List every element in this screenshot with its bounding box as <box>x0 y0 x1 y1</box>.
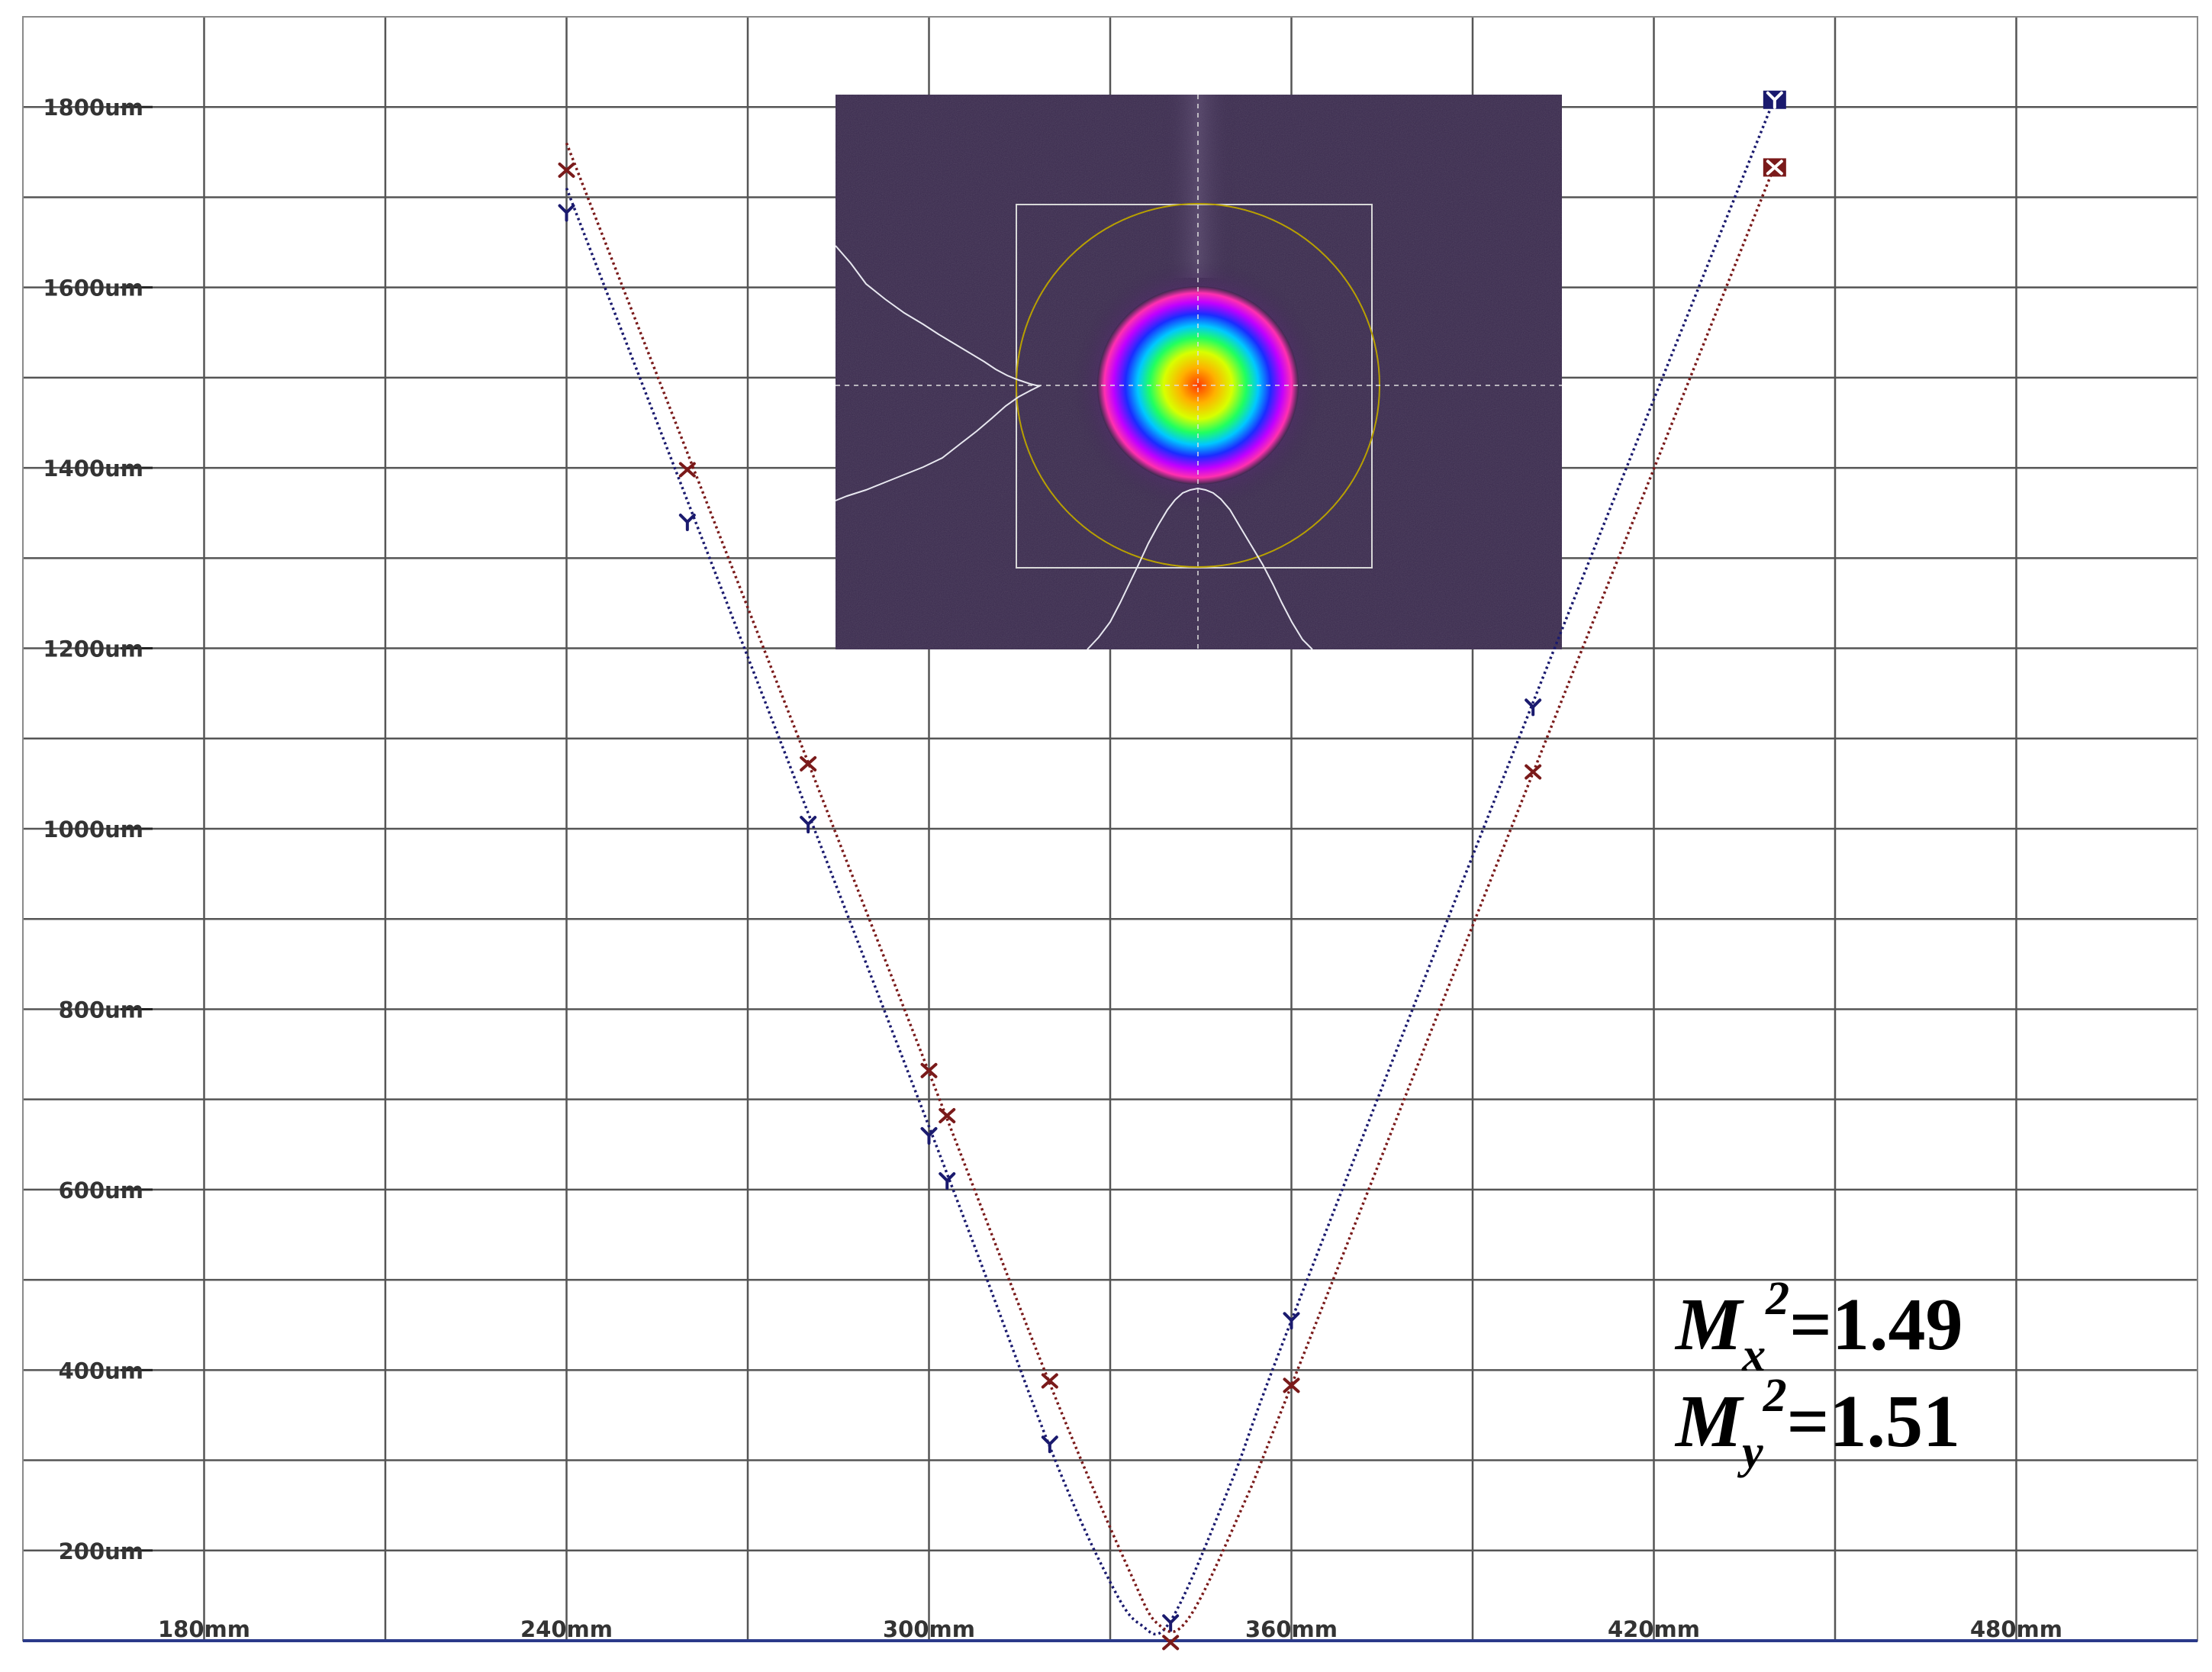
y-marker <box>1162 1614 1180 1632</box>
y-marker <box>1525 698 1542 717</box>
y-marker <box>1766 91 1783 109</box>
y-marker <box>1283 1312 1300 1330</box>
y-marker <box>678 514 696 532</box>
x-tick-label: 240mm <box>520 1616 613 1642</box>
y-marker <box>800 816 817 834</box>
m2-annotation: Mx2=1.49 My2=1.51 <box>1674 1273 1962 1478</box>
series-2 <box>558 142 1786 1651</box>
my-label: My2=1.51 <box>1674 1370 1960 1478</box>
x-marker <box>1283 1377 1300 1393</box>
y-marker <box>939 1172 956 1190</box>
y-tick-label: 1200um <box>43 636 143 662</box>
x-tick-label: 180mm <box>158 1616 250 1642</box>
y-marker <box>1041 1435 1058 1454</box>
x-marker <box>1525 764 1542 780</box>
y-marker <box>920 1126 938 1145</box>
y-tick-label: 1400um <box>43 456 143 482</box>
mx-label: Mx2=1.49 <box>1674 1273 1962 1381</box>
horizontal-profile-trace <box>1087 487 1313 650</box>
x-marker <box>1041 1373 1058 1389</box>
x-marker <box>1162 1635 1180 1651</box>
x-marker <box>920 1062 938 1078</box>
beam-profile-inset <box>835 95 1562 650</box>
x-marker <box>939 1107 956 1123</box>
vertical-profile-trace <box>835 245 1042 501</box>
beam-spot <box>1097 286 1299 485</box>
y-tick-label: 1000um <box>43 817 143 842</box>
y-tick-label: 1600um <box>43 275 143 301</box>
x-marker <box>800 755 817 772</box>
x-tick-label: 480mm <box>1970 1616 2062 1642</box>
y-tick-label: 400um <box>59 1358 143 1384</box>
x-marker <box>558 162 575 178</box>
series-layer <box>558 90 1786 1651</box>
series-1 <box>558 90 1786 1636</box>
x-marker <box>678 462 696 478</box>
axis-ticks: 200um 400um 600um 800um 1000um 1200um 1400um 16… <box>43 95 2062 1642</box>
y-tick-label: 800um <box>59 997 143 1023</box>
y-tick-label: 600um <box>59 1177 143 1203</box>
x-marker <box>1766 159 1783 176</box>
y-tick-label: 200um <box>59 1538 143 1564</box>
y-tick-label: 1800um <box>43 95 143 121</box>
x-tick-label: 300mm <box>883 1616 975 1642</box>
x-tick-label: 420mm <box>1608 1616 1700 1642</box>
x-tick-label: 360mm <box>1245 1616 1338 1642</box>
y-marker <box>558 204 575 222</box>
